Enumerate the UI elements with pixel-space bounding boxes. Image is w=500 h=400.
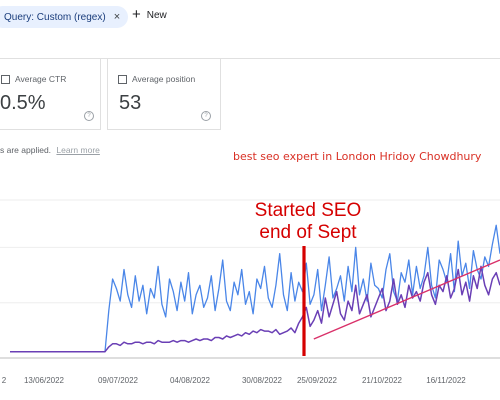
x-tick-label: 16/11/2022 [426,376,466,385]
annotation-line-2: end of Sept [259,222,357,243]
metric-position-label-row: Average position [118,74,195,84]
learn-more-link[interactable]: Learn more [56,145,100,155]
series-line-impressions [10,265,500,353]
filter-note-text: s are applied. [0,145,52,155]
trend-line [313,259,500,340]
new-filter-label: New [146,9,167,21]
metric-card-ctr[interactable]: Average CTR 0.5% ? [0,59,101,130]
series-line-clicks [10,224,500,353]
x-tick-label: 04/08/2022 [170,376,211,385]
checkbox-icon[interactable] [1,74,10,84]
help-icon[interactable]: ? [201,111,211,121]
filter-note: s are applied. Learn more [0,145,100,155]
new-filter-button[interactable]: + New [132,6,167,23]
metric-position-label: Average position [132,74,196,84]
metric-position-value: 53 [119,92,142,114]
x-tick-label: 21/10/2022 [362,376,403,385]
annotation-line-1: Started SEO [254,200,362,221]
chart-lines [10,224,500,356]
help-icon[interactable]: ? [84,111,94,121]
metric-ctr-label-row: Average CTR [1,74,66,84]
performance-chart: 2 13/06/2022 09/07/2022 04/08/2022 30/08/202… [0,199,500,385]
x-tick-label: 13/06/2022 [24,376,65,385]
x-tick-label: 09/07/2022 [98,376,139,385]
checkbox-icon[interactable] [118,74,127,84]
plus-icon: + [132,6,141,23]
x-tick-label: 25/09/2022 [297,376,338,385]
query-filter-chip-label: Query: Custom (regex) [4,11,106,23]
x-tick-label: 2 [2,376,7,385]
metric-card-position[interactable]: Average position 53 ? [107,59,221,130]
seo-start-annotation: Started SEO end of Sept [228,200,388,244]
metric-ctr-value: 0.5% [0,92,46,114]
metric-ctr-label: Average CTR [15,74,67,84]
chart-grid [0,199,500,359]
header-divider [0,58,500,59]
caption-text: best seo expert in London Hridoy Chowdhu… [233,150,482,163]
query-filter-chip[interactable]: Query: Custom (regex) × [0,6,129,28]
close-icon[interactable]: × [113,11,121,23]
x-tick-label: 30/08/2022 [242,376,283,385]
chart-ticks: 2 13/06/2022 09/07/2022 04/08/2022 30/08/202… [2,376,500,385]
